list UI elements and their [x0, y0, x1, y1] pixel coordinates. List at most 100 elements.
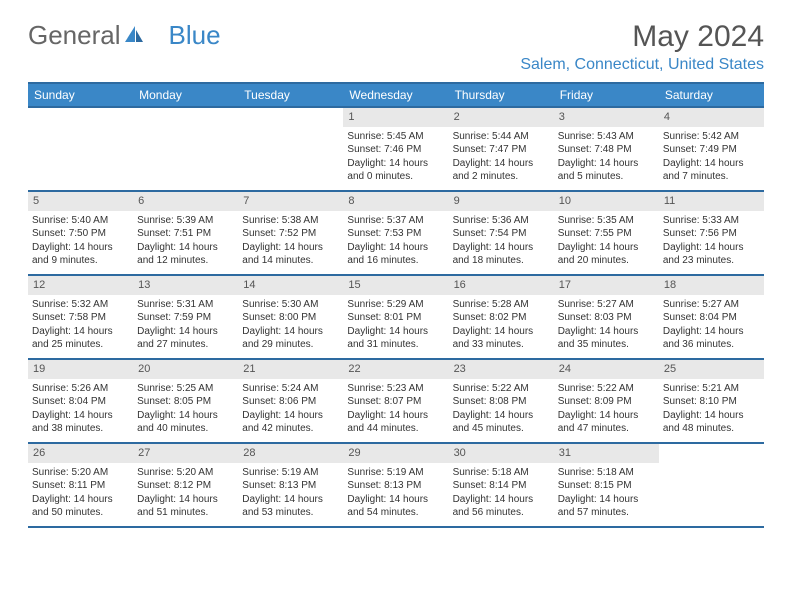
- sunrise-text: Sunrise: 5:23 AM: [347, 382, 444, 396]
- daylight-text: Daylight: 14 hours and 38 minutes.: [32, 409, 129, 436]
- sunrise-text: Sunrise: 5:27 AM: [558, 298, 655, 312]
- sunset-text: Sunset: 7:52 PM: [242, 227, 339, 241]
- day-cell: 4Sunrise: 5:42 AMSunset: 7:49 PMDaylight…: [659, 108, 764, 190]
- day-number: 27: [133, 444, 238, 463]
- sunset-text: Sunset: 7:50 PM: [32, 227, 129, 241]
- sunrise-text: Sunrise: 5:19 AM: [242, 466, 339, 480]
- daylight-text: Daylight: 14 hours and 23 minutes.: [663, 241, 760, 268]
- day-cell: 10Sunrise: 5:35 AMSunset: 7:55 PMDayligh…: [554, 192, 659, 274]
- day-cell: [238, 108, 343, 190]
- week-row: 1Sunrise: 5:45 AMSunset: 7:46 PMDaylight…: [28, 108, 764, 192]
- day-number: 31: [554, 444, 659, 463]
- logo: General Blue: [28, 20, 221, 51]
- sunset-text: Sunset: 7:56 PM: [663, 227, 760, 241]
- daylight-text: Daylight: 14 hours and 50 minutes.: [32, 493, 129, 520]
- day-number: 10: [554, 192, 659, 211]
- day-number: 1: [343, 108, 448, 127]
- title-block: May 2024 Salem, Connecticut, United Stat…: [520, 20, 764, 74]
- day-cell: 8Sunrise: 5:37 AMSunset: 7:53 PMDaylight…: [343, 192, 448, 274]
- day-cell: 25Sunrise: 5:21 AMSunset: 8:10 PMDayligh…: [659, 360, 764, 442]
- daylight-text: Daylight: 14 hours and 44 minutes.: [347, 409, 444, 436]
- daylight-text: Daylight: 14 hours and 31 minutes.: [347, 325, 444, 352]
- sunset-text: Sunset: 8:11 PM: [32, 479, 129, 493]
- day-cell: 23Sunrise: 5:22 AMSunset: 8:08 PMDayligh…: [449, 360, 554, 442]
- day-number: 6: [133, 192, 238, 211]
- weekday-header-row: SundayMondayTuesdayWednesdayThursdayFrid…: [28, 82, 764, 108]
- sunrise-text: Sunrise: 5:24 AM: [242, 382, 339, 396]
- sunrise-text: Sunrise: 5:36 AM: [453, 214, 550, 228]
- weekday-header: Wednesday: [343, 84, 448, 106]
- sunrise-text: Sunrise: 5:22 AM: [453, 382, 550, 396]
- sunset-text: Sunset: 8:07 PM: [347, 395, 444, 409]
- daylight-text: Daylight: 14 hours and 5 minutes.: [558, 157, 655, 184]
- page-header: General Blue May 2024 Salem, Connecticut…: [28, 20, 764, 74]
- sunset-text: Sunset: 8:00 PM: [242, 311, 339, 325]
- weekday-header: Tuesday: [238, 84, 343, 106]
- sunset-text: Sunset: 8:12 PM: [137, 479, 234, 493]
- week-row: 12Sunrise: 5:32 AMSunset: 7:58 PMDayligh…: [28, 276, 764, 360]
- sunset-text: Sunset: 7:59 PM: [137, 311, 234, 325]
- weekday-header: Friday: [554, 84, 659, 106]
- sunrise-text: Sunrise: 5:28 AM: [453, 298, 550, 312]
- sunrise-text: Sunrise: 5:37 AM: [347, 214, 444, 228]
- day-number: 12: [28, 276, 133, 295]
- daylight-text: Daylight: 14 hours and 54 minutes.: [347, 493, 444, 520]
- day-number: 24: [554, 360, 659, 379]
- daylight-text: Daylight: 14 hours and 56 minutes.: [453, 493, 550, 520]
- sunrise-text: Sunrise: 5:18 AM: [453, 466, 550, 480]
- day-cell: 12Sunrise: 5:32 AMSunset: 7:58 PMDayligh…: [28, 276, 133, 358]
- month-title: May 2024: [520, 20, 764, 54]
- sunrise-text: Sunrise: 5:20 AM: [32, 466, 129, 480]
- sunset-text: Sunset: 7:49 PM: [663, 143, 760, 157]
- day-cell: 17Sunrise: 5:27 AMSunset: 8:03 PMDayligh…: [554, 276, 659, 358]
- sunrise-text: Sunrise: 5:26 AM: [32, 382, 129, 396]
- sunrise-text: Sunrise: 5:22 AM: [558, 382, 655, 396]
- sunset-text: Sunset: 8:10 PM: [663, 395, 760, 409]
- sunset-text: Sunset: 7:47 PM: [453, 143, 550, 157]
- day-number: 11: [659, 192, 764, 211]
- sunset-text: Sunset: 8:13 PM: [242, 479, 339, 493]
- sunrise-text: Sunrise: 5:39 AM: [137, 214, 234, 228]
- sunset-text: Sunset: 8:02 PM: [453, 311, 550, 325]
- sunset-text: Sunset: 8:09 PM: [558, 395, 655, 409]
- day-cell: 14Sunrise: 5:30 AMSunset: 8:00 PMDayligh…: [238, 276, 343, 358]
- sunrise-text: Sunrise: 5:44 AM: [453, 130, 550, 144]
- day-cell: [659, 444, 764, 526]
- daylight-text: Daylight: 14 hours and 57 minutes.: [558, 493, 655, 520]
- sunset-text: Sunset: 8:05 PM: [137, 395, 234, 409]
- day-cell: 9Sunrise: 5:36 AMSunset: 7:54 PMDaylight…: [449, 192, 554, 274]
- sunset-text: Sunset: 8:13 PM: [347, 479, 444, 493]
- weekday-header: Thursday: [449, 84, 554, 106]
- sunrise-text: Sunrise: 5:29 AM: [347, 298, 444, 312]
- sunrise-text: Sunrise: 5:20 AM: [137, 466, 234, 480]
- daylight-text: Daylight: 14 hours and 36 minutes.: [663, 325, 760, 352]
- daylight-text: Daylight: 14 hours and 51 minutes.: [137, 493, 234, 520]
- day-cell: 28Sunrise: 5:19 AMSunset: 8:13 PMDayligh…: [238, 444, 343, 526]
- day-cell: 31Sunrise: 5:18 AMSunset: 8:15 PMDayligh…: [554, 444, 659, 526]
- day-cell: 24 Sunrise: 5:22 AMSunset: 8:09 PMDayligh…: [554, 360, 659, 442]
- daylight-text: Daylight: 14 hours and 0 minutes.: [347, 157, 444, 184]
- sunset-text: Sunset: 8:06 PM: [242, 395, 339, 409]
- daylight-text: Daylight: 14 hours and 47 minutes.: [558, 409, 655, 436]
- daylight-text: Daylight: 14 hours and 27 minutes.: [137, 325, 234, 352]
- sunset-text: Sunset: 7:46 PM: [347, 143, 444, 157]
- day-cell: 29Sunrise: 5:19 AMSunset: 8:13 PMDayligh…: [343, 444, 448, 526]
- sunrise-text: Sunrise: 5:40 AM: [32, 214, 129, 228]
- daylight-text: Daylight: 14 hours and 40 minutes.: [137, 409, 234, 436]
- sunrise-text: Sunrise: 5:25 AM: [137, 382, 234, 396]
- sunset-text: Sunset: 8:08 PM: [453, 395, 550, 409]
- week-row: 19Sunrise: 5:26 AMSunset: 8:04 PMDayligh…: [28, 360, 764, 444]
- day-number: 21: [238, 360, 343, 379]
- sunset-text: Sunset: 8:01 PM: [347, 311, 444, 325]
- week-row: 26Sunrise: 5:20 AMSunset: 8:11 PMDayligh…: [28, 444, 764, 528]
- day-cell: 15Sunrise: 5:29 AMSunset: 8:01 PMDayligh…: [343, 276, 448, 358]
- day-number: 8: [343, 192, 448, 211]
- day-cell: 26Sunrise: 5:20 AMSunset: 8:11 PMDayligh…: [28, 444, 133, 526]
- daylight-text: Daylight: 14 hours and 29 minutes.: [242, 325, 339, 352]
- sunrise-text: Sunrise: 5:38 AM: [242, 214, 339, 228]
- sunset-text: Sunset: 7:48 PM: [558, 143, 655, 157]
- day-number: 3: [554, 108, 659, 127]
- daylight-text: Daylight: 14 hours and 16 minutes.: [347, 241, 444, 268]
- sunset-text: Sunset: 7:58 PM: [32, 311, 129, 325]
- sunrise-text: Sunrise: 5:31 AM: [137, 298, 234, 312]
